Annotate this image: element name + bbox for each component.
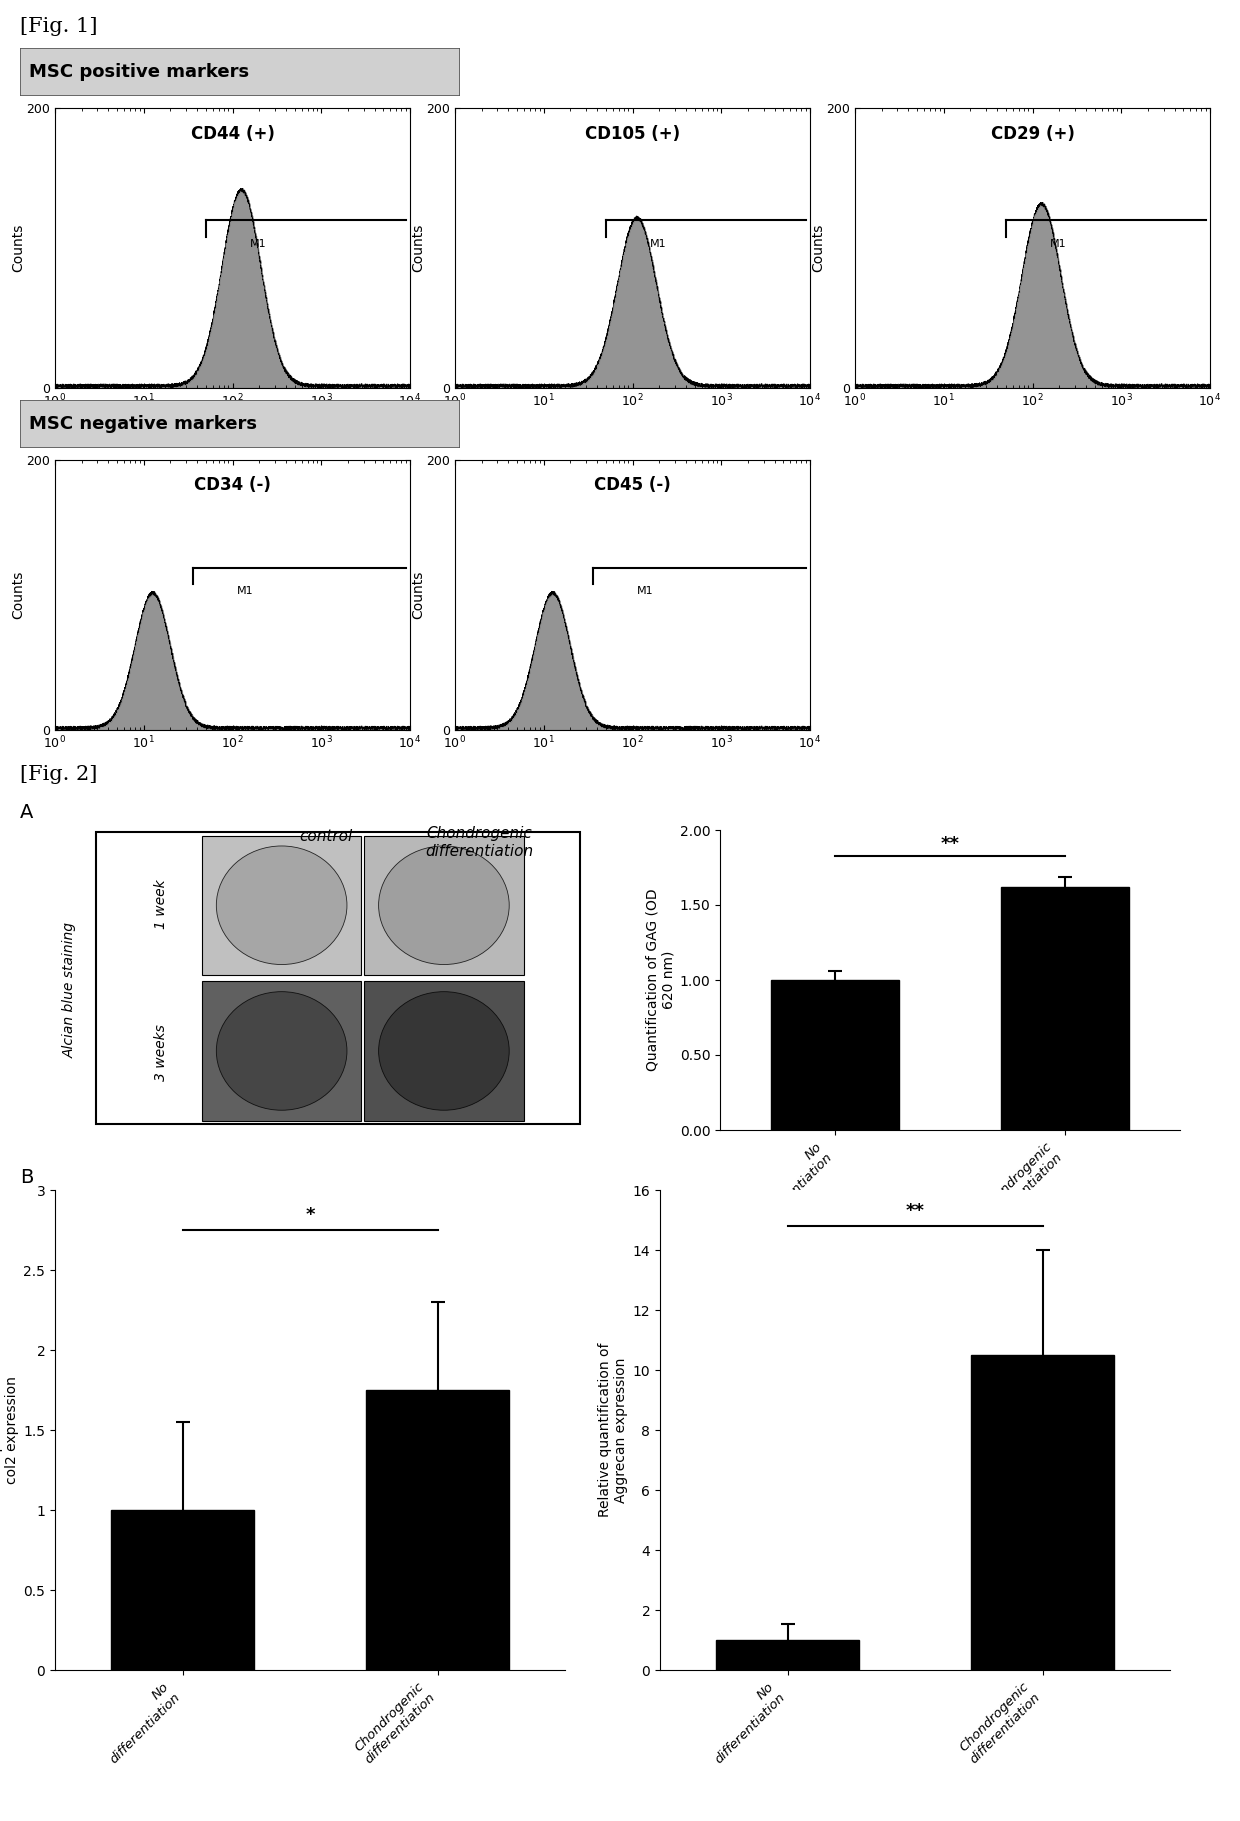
Text: 1 week: 1 week	[154, 880, 167, 929]
Text: MSC positive markers: MSC positive markers	[29, 64, 249, 80]
Text: M1: M1	[250, 239, 267, 249]
Text: Chondrogenic
differentiation: Chondrogenic differentiation	[425, 827, 533, 858]
Text: 3 weeks: 3 weeks	[154, 1023, 167, 1082]
Text: CD29 (+): CD29 (+)	[991, 126, 1074, 142]
Bar	[95, 832, 579, 1124]
Text: **: **	[940, 834, 960, 852]
Bar	[971, 1355, 1114, 1670]
Ellipse shape	[378, 847, 510, 965]
Bar	[202, 836, 361, 974]
Text: CD45 (-): CD45 (-)	[594, 477, 671, 493]
Bar	[1001, 887, 1130, 1131]
Y-axis label: Counts: Counts	[410, 570, 425, 619]
Y-axis label: Relative quantification of
col2 expression: Relative quantification of col2 expressi…	[0, 1342, 19, 1517]
Text: M1: M1	[650, 239, 667, 249]
Text: control: control	[299, 829, 352, 845]
Text: CD105 (+): CD105 (+)	[585, 126, 680, 142]
Ellipse shape	[378, 992, 510, 1111]
Text: B: B	[20, 1167, 33, 1187]
Text: M1: M1	[637, 586, 653, 595]
Bar	[112, 1510, 254, 1670]
Y-axis label: Counts: Counts	[11, 224, 25, 271]
Bar	[717, 1641, 859, 1670]
Text: [Fig. 1]: [Fig. 1]	[20, 18, 98, 36]
Y-axis label: Counts: Counts	[811, 224, 825, 271]
Bar	[366, 1389, 508, 1670]
Text: CD34 (-): CD34 (-)	[195, 477, 270, 493]
Y-axis label: Relative quantification of
Aggrecan expression: Relative quantification of Aggrecan expr…	[598, 1342, 629, 1517]
Y-axis label: Counts: Counts	[11, 570, 25, 619]
Text: Alcian blue staining: Alcian blue staining	[62, 923, 76, 1058]
Ellipse shape	[216, 992, 347, 1111]
Bar	[202, 982, 361, 1120]
Text: M1: M1	[237, 586, 253, 595]
Text: **: **	[905, 1202, 925, 1220]
Bar	[365, 836, 523, 974]
Ellipse shape	[216, 847, 347, 965]
Y-axis label: Quantification of GAG (OD
620 nm): Quantification of GAG (OD 620 nm)	[645, 889, 676, 1071]
FancyBboxPatch shape	[20, 401, 460, 448]
Text: *: *	[305, 1206, 315, 1224]
Text: MSC negative markers: MSC negative markers	[29, 415, 257, 433]
Text: A: A	[20, 803, 33, 821]
Bar	[770, 980, 899, 1131]
Text: [Fig. 2]: [Fig. 2]	[20, 765, 98, 783]
Text: M1: M1	[1050, 239, 1066, 249]
Text: CD44 (+): CD44 (+)	[191, 126, 274, 142]
FancyBboxPatch shape	[20, 47, 460, 97]
Y-axis label: Counts: Counts	[410, 224, 425, 271]
Bar	[365, 982, 523, 1120]
